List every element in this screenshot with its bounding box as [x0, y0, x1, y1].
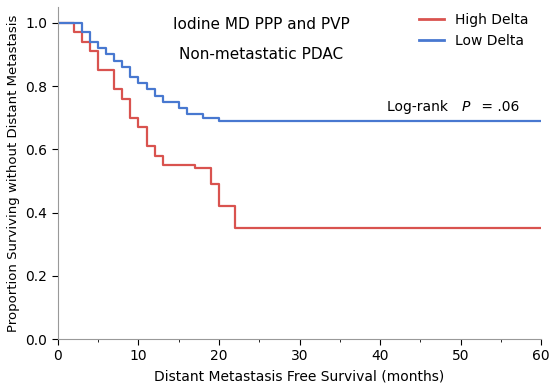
Y-axis label: Proportion Surviving without Distant Metastasis: Proportion Surviving without Distant Met… [7, 14, 20, 332]
Text: P: P [462, 100, 470, 114]
X-axis label: Distant Metastasis Free Survival (months): Distant Metastasis Free Survival (months… [154, 369, 444, 383]
Text: = .06: = .06 [477, 100, 520, 114]
Text: Non-metastatic PDAC: Non-metastatic PDAC [179, 47, 343, 62]
Text: Log-rank: Log-rank [387, 100, 452, 114]
Legend: High Delta, Low Delta: High Delta, Low Delta [414, 7, 534, 53]
Text: Iodine MD PPP and PVP: Iodine MD PPP and PVP [173, 17, 349, 32]
